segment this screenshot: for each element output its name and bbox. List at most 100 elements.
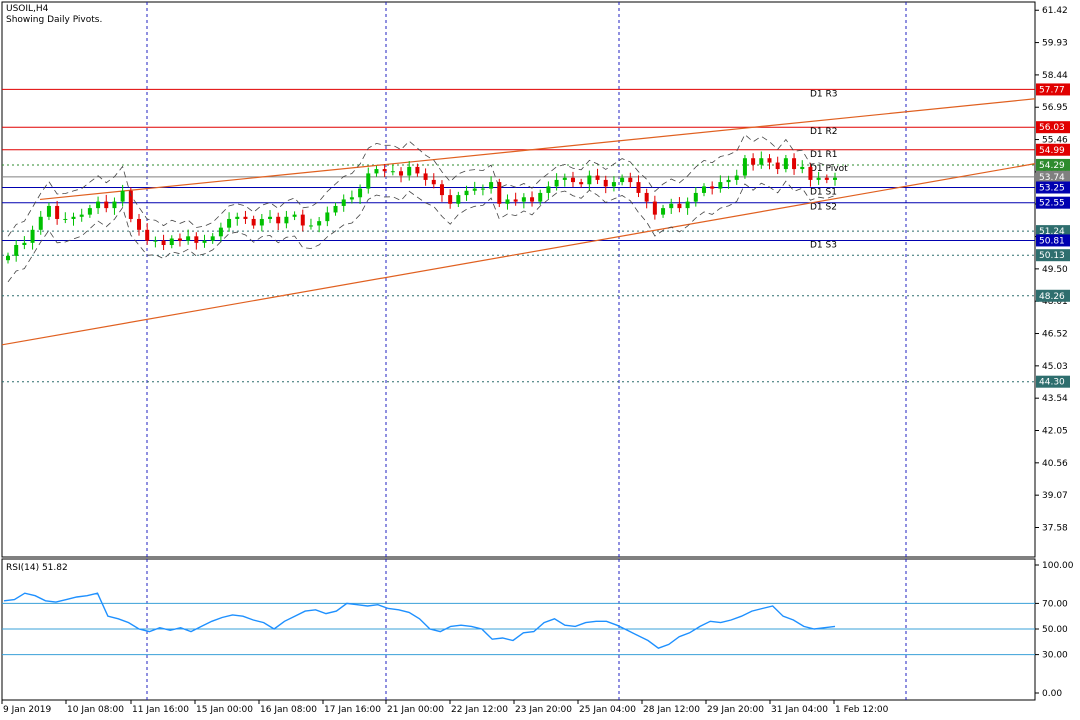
candle-body: [63, 218, 68, 220]
candle-body: [112, 201, 117, 209]
y-tick-label: 59.93: [1042, 39, 1068, 49]
pivot-value-box: [1036, 121, 1070, 134]
pivot-value-label: 53.74: [1039, 173, 1065, 183]
y-tick-label: 42.05: [1042, 427, 1068, 437]
candle-body: [284, 216, 289, 224]
candle-body: [349, 197, 354, 200]
pivot-label: D1 S1: [810, 188, 837, 198]
candle-body: [710, 186, 715, 189]
y-tick-label: 49.50: [1042, 265, 1068, 275]
candle-body: [546, 186, 551, 193]
y-tick-label: 39.07: [1042, 491, 1068, 501]
pivot-value-label: 53.25: [1039, 184, 1065, 194]
lower-band: [7, 180, 836, 283]
candle-body: [243, 216, 248, 219]
level-value-box: [1036, 249, 1070, 262]
candle-body: [235, 216, 240, 219]
candle-body: [464, 190, 469, 196]
pivot-value-box: [1036, 234, 1070, 247]
pivot-label: D1 S2: [810, 203, 837, 213]
candle-body: [562, 177, 567, 180]
pivot-value-label: 52.55: [1039, 199, 1065, 209]
rsi-label: RSI(14) 51.82: [6, 563, 68, 573]
candle-body: [382, 169, 387, 172]
x-tick-label: 31 Jan 04:00: [771, 705, 828, 715]
y-tick-label: 56.95: [1042, 103, 1068, 113]
candle-body: [186, 236, 191, 241]
pivot-value-label: 54.99: [1039, 146, 1065, 156]
candle-body: [161, 240, 166, 246]
candle-body: [726, 179, 731, 183]
pivot-value-box: [1036, 143, 1070, 156]
level-value-label: 44.30: [1039, 378, 1065, 388]
candle-body: [677, 203, 682, 209]
pivot-value-box: [1036, 83, 1070, 96]
candle-body: [751, 158, 756, 165]
candle-body: [538, 192, 543, 202]
candle-body: [292, 214, 297, 217]
candle-body: [448, 195, 453, 204]
price-panel: D1 R3 D1 R2 D1 R1 D1 Pivot D1 S1 D1 S2 D1 S3: [1, 2, 1036, 557]
candle-body: [636, 182, 641, 193]
candle-body: [661, 208, 666, 215]
x-tick-label: 16 Jan 08:00: [260, 705, 317, 715]
candle-body: [472, 188, 477, 191]
candle-body: [734, 175, 739, 180]
candle-body: [251, 218, 256, 226]
candle-body: [579, 182, 584, 185]
candle-body: [104, 201, 109, 209]
level-value-label: 54.29: [1039, 161, 1065, 171]
candle-body: [505, 199, 510, 204]
candle-body: [792, 158, 797, 170]
pivot-label: D1 R3: [810, 89, 838, 99]
candle-body: [587, 175, 592, 185]
candle-body: [358, 188, 363, 198]
pivot-value-label: 57.77: [1039, 85, 1065, 95]
level-value-label: 51.24: [1039, 227, 1065, 237]
candle-body: [742, 158, 747, 176]
pivot-label: D1 S3: [810, 240, 837, 250]
candle-body: [210, 236, 215, 241]
rsi-tick-label: 70.00: [1042, 599, 1068, 609]
lower-trendline: [1, 163, 1036, 346]
level-value-label: 48.26: [1039, 292, 1065, 302]
candle-body: [259, 218, 264, 226]
pivot-value-box: [1036, 181, 1070, 194]
candle-body: [300, 214, 305, 226]
candle-body: [685, 201, 690, 209]
candle-body: [423, 173, 428, 180]
y-tick-label: 40.56: [1042, 459, 1068, 469]
rsi-panel: [2, 559, 1035, 700]
x-tick-label: 1 Feb 12:00: [835, 705, 889, 715]
candle-body: [308, 225, 313, 227]
y-tick-label: 61.42: [1042, 6, 1068, 16]
candle-body: [759, 158, 764, 165]
y-tick-label: 55.46: [1042, 136, 1068, 146]
rsi-line: [3, 592, 836, 649]
y-tick-label: 46.52: [1042, 330, 1068, 340]
x-tick-label: 11 Jan 16:00: [132, 705, 189, 715]
pivot-label: D1 R1: [810, 150, 838, 160]
candle-body: [120, 190, 125, 202]
candle-body: [202, 240, 207, 243]
x-tick-label: 17 Jan 16:00: [324, 705, 381, 715]
candle-body: [46, 205, 51, 217]
candle-body: [783, 158, 788, 170]
candle-body: [227, 218, 232, 228]
x-tick-label: 10 Jan 08:00: [67, 705, 124, 715]
rsi-tick-label: 50.00: [1042, 625, 1068, 635]
level-value-box: [1036, 225, 1070, 238]
rsi-tick-label: 30.00: [1042, 651, 1068, 661]
candle-body: [71, 216, 76, 219]
level-value-box: [1036, 289, 1070, 302]
pivot-value-label: 56.03: [1039, 123, 1065, 133]
candle-body: [497, 182, 502, 204]
candle-body: [775, 162, 780, 170]
candle-body: [570, 177, 575, 183]
pivot-value-label: 50.81: [1039, 236, 1065, 246]
x-tick-label: 29 Jan 20:00: [707, 705, 764, 715]
y-tick-label: 45.03: [1042, 362, 1068, 372]
pivot-label: D1 Pivot: [810, 164, 848, 174]
candle-body: [439, 184, 444, 196]
